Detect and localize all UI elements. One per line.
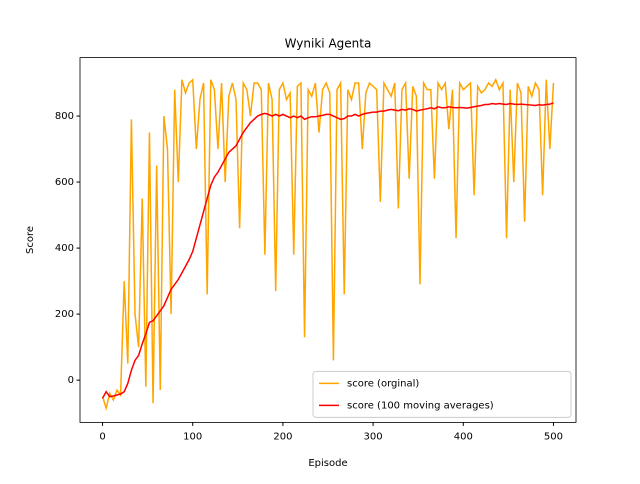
y-tick-label: 800 — [55, 111, 74, 122]
series-line — [101, 77, 555, 412]
series-line — [101, 102, 554, 399]
y-axis-label: Score — [25, 226, 36, 254]
x-tick-label: 300 — [364, 431, 383, 442]
plot-frame — [79, 57, 577, 423]
y-tick-label: 400 — [55, 243, 74, 254]
x-tick-label: 0 — [99, 431, 105, 442]
x-tick-label: 100 — [183, 431, 202, 442]
x-tick-label: 400 — [454, 431, 473, 442]
y-tick-label: 0 — [68, 375, 74, 386]
y-tick-label: 200 — [55, 309, 74, 320]
x-tick-label: 200 — [273, 431, 292, 442]
x-tick-label: 500 — [544, 431, 563, 442]
chart-title: Wyniki Agenta — [285, 37, 372, 51]
x-axis-label: Episode — [308, 458, 347, 469]
legend-box — [312, 370, 572, 418]
legend-label: score (orginal) — [347, 378, 419, 389]
y-tick-label: 600 — [55, 177, 74, 188]
legend-label: score (100 moving averages) — [347, 400, 494, 411]
